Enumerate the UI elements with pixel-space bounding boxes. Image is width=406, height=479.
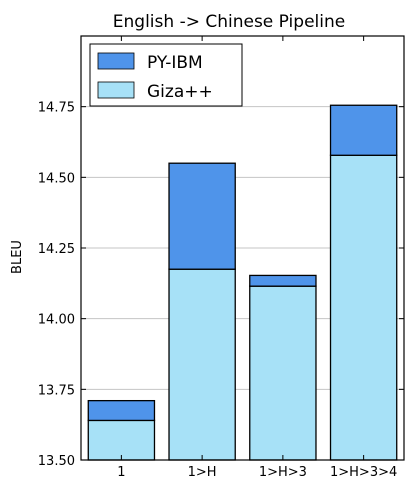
legend-label-giza: Giza++ bbox=[147, 82, 213, 102]
bar-py-ibm-0 bbox=[87, 399, 156, 422]
bars bbox=[87, 104, 398, 461]
y-tick-label: 13.50 bbox=[38, 454, 75, 469]
x-tick-label: 1>H bbox=[188, 465, 217, 479]
bar-giza-3 bbox=[329, 154, 398, 461]
bar-giza-2 bbox=[249, 285, 317, 461]
y-tick-label: 14.50 bbox=[38, 171, 75, 186]
y-axis-label: BLEU bbox=[10, 240, 25, 274]
y-tick-label: 14.25 bbox=[38, 242, 75, 257]
axis-ticks: 13.50 13.75 14.00 14.25 14.50 14.75 1 1>H 1>H>3 1… bbox=[38, 36, 404, 479]
bar-giza-1 bbox=[168, 268, 236, 461]
bar-giza-0 bbox=[87, 419, 156, 461]
legend-swatch-giza bbox=[97, 81, 135, 99]
legend-label-py-ibm: PY-IBM bbox=[147, 53, 203, 73]
legend-swatch-py-ibm bbox=[97, 52, 135, 70]
bar-py-ibm-3 bbox=[329, 104, 398, 156]
bar-py-ibm-2 bbox=[249, 274, 317, 287]
x-tick-label: 1>H>3 bbox=[259, 465, 307, 479]
y-tick-label: 13.75 bbox=[38, 383, 75, 398]
bar-py-ibm-1 bbox=[168, 162, 236, 270]
y-tick-label: 14.75 bbox=[38, 101, 75, 116]
y-tick-label: 14.00 bbox=[38, 313, 75, 328]
legend: PY-IBM Giza++ bbox=[89, 43, 243, 107]
x-tick-label: 1>H>3>4 bbox=[330, 465, 397, 479]
x-tick-label: 1 bbox=[117, 465, 125, 479]
chart-title: English -> Chinese Pipeline bbox=[113, 12, 345, 32]
